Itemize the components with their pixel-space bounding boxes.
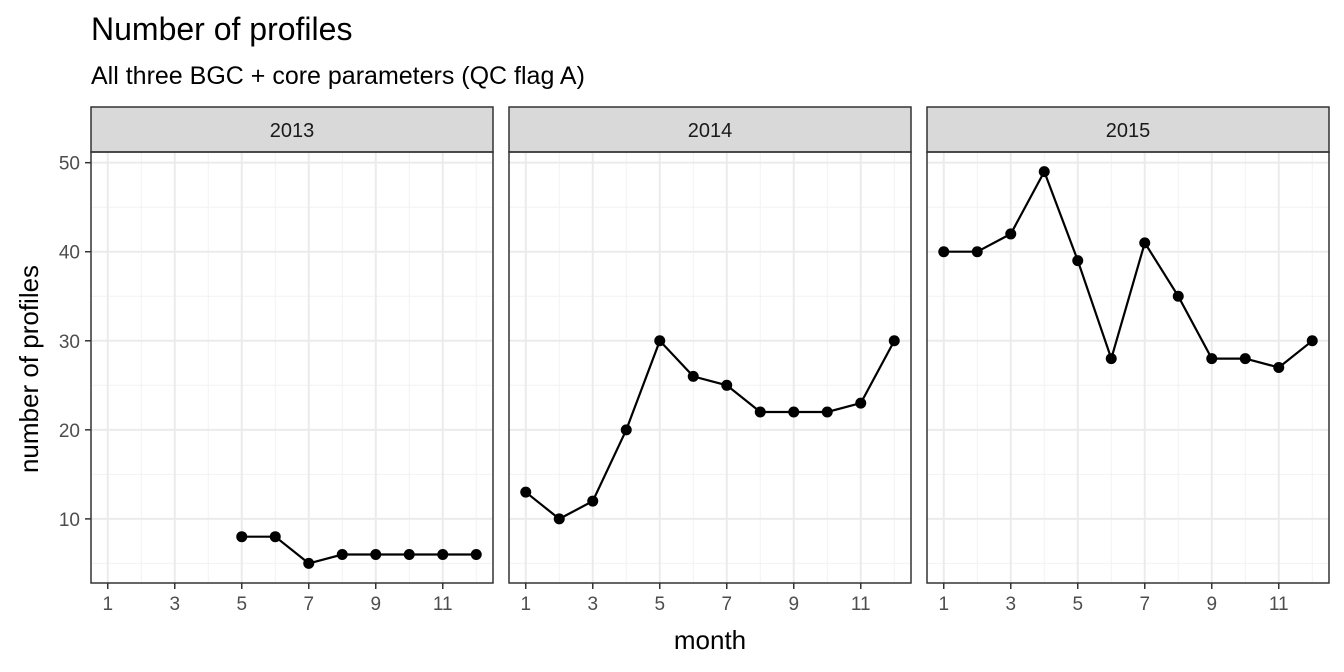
facet-panel-2015: 2015 1 3 5 7 9 11 bbox=[926, 106, 1330, 615]
data-point bbox=[821, 406, 833, 418]
x-tick-label: 7 bbox=[721, 594, 732, 615]
data-point bbox=[1172, 290, 1184, 302]
data-point bbox=[437, 549, 449, 561]
data-point bbox=[470, 549, 482, 561]
data-point bbox=[587, 495, 599, 507]
data-point bbox=[1072, 255, 1084, 267]
data-point bbox=[938, 246, 950, 258]
x-axis-title: month bbox=[674, 625, 746, 655]
data-point bbox=[553, 513, 565, 525]
facet-strip bbox=[508, 106, 912, 153]
x-tick-label: 7 bbox=[303, 594, 314, 615]
y-axis-title: number of profiles bbox=[14, 265, 44, 473]
x-tick-label: 5 bbox=[236, 594, 247, 615]
data-point bbox=[1306, 335, 1318, 347]
facet-panel-2014: 2014 1 3 5 7 9 11 bbox=[508, 106, 912, 615]
data-point bbox=[1038, 166, 1050, 178]
data-point bbox=[520, 486, 532, 498]
data-point bbox=[788, 406, 800, 418]
data-point bbox=[236, 531, 248, 543]
x-tick-label: 3 bbox=[169, 594, 180, 615]
y-tick-label: 10 bbox=[59, 510, 80, 531]
x-tick-label: 1 bbox=[520, 594, 531, 615]
x-tick-label: 7 bbox=[1139, 594, 1150, 615]
panel-border bbox=[90, 151, 494, 584]
data-point bbox=[1005, 228, 1017, 240]
x-tick-label: 11 bbox=[1269, 594, 1289, 615]
data-point bbox=[721, 379, 733, 391]
facet-strip-label: 2015 bbox=[1106, 120, 1151, 142]
data-point bbox=[687, 370, 699, 382]
x-tick-label: 11 bbox=[433, 594, 453, 615]
panel-background bbox=[927, 152, 1329, 583]
data-point bbox=[1105, 353, 1117, 365]
y-tick-label: 40 bbox=[59, 243, 80, 264]
data-point bbox=[303, 557, 315, 569]
x-tick-label: 3 bbox=[587, 594, 598, 615]
data-point bbox=[403, 549, 415, 561]
x-tick-label: 9 bbox=[788, 594, 799, 615]
facet-strip bbox=[90, 106, 494, 153]
facet-strip-label: 2014 bbox=[688, 120, 733, 142]
x-tick-label: 9 bbox=[370, 594, 381, 615]
data-point bbox=[855, 397, 867, 409]
data-point bbox=[654, 335, 666, 347]
y-tick-label: 20 bbox=[59, 421, 80, 442]
y-tick-label: 30 bbox=[59, 332, 80, 353]
data-point bbox=[620, 424, 632, 436]
x-tick-label: 5 bbox=[1072, 594, 1083, 615]
data-point bbox=[1206, 353, 1218, 365]
series-line bbox=[241, 535, 477, 565]
x-tick-label: 11 bbox=[851, 594, 871, 615]
series-line bbox=[525, 338, 896, 521]
x-tick-label: 3 bbox=[1005, 594, 1016, 615]
x-tick-label: 1 bbox=[102, 594, 113, 615]
y-tick-label: 50 bbox=[59, 154, 80, 175]
data-point bbox=[269, 531, 281, 543]
data-point bbox=[888, 335, 900, 347]
x-tick-label: 5 bbox=[654, 594, 665, 615]
data-point bbox=[370, 549, 382, 561]
panel-background bbox=[91, 152, 493, 583]
panel-border bbox=[508, 151, 912, 584]
data-point bbox=[754, 406, 766, 418]
series-line bbox=[943, 168, 1313, 369]
data-point bbox=[971, 246, 983, 258]
data-point bbox=[1139, 237, 1151, 249]
facet-strip-label: 2013 bbox=[270, 120, 315, 142]
chart-subtitle: All three BGC + core parameters (QC flag… bbox=[91, 62, 585, 90]
data-point bbox=[1273, 362, 1285, 373]
facet-panels: 2013 1 3 5 7 9 11 2014 1 3 5 7 9 11 2015 1 3 5 7 9 11 bbox=[90, 106, 1330, 615]
x-tick-label: 1 bbox=[938, 594, 949, 615]
data-point bbox=[1239, 353, 1251, 365]
facet-panel-2013: 2013 1 3 5 7 9 11 bbox=[90, 106, 494, 615]
x-tick-label: 9 bbox=[1206, 594, 1217, 615]
chart-title: Number of profiles bbox=[91, 11, 352, 47]
y-axis: 10 20 30 40 50 bbox=[59, 154, 91, 531]
panel-border bbox=[926, 151, 1330, 584]
data-point bbox=[336, 549, 348, 561]
